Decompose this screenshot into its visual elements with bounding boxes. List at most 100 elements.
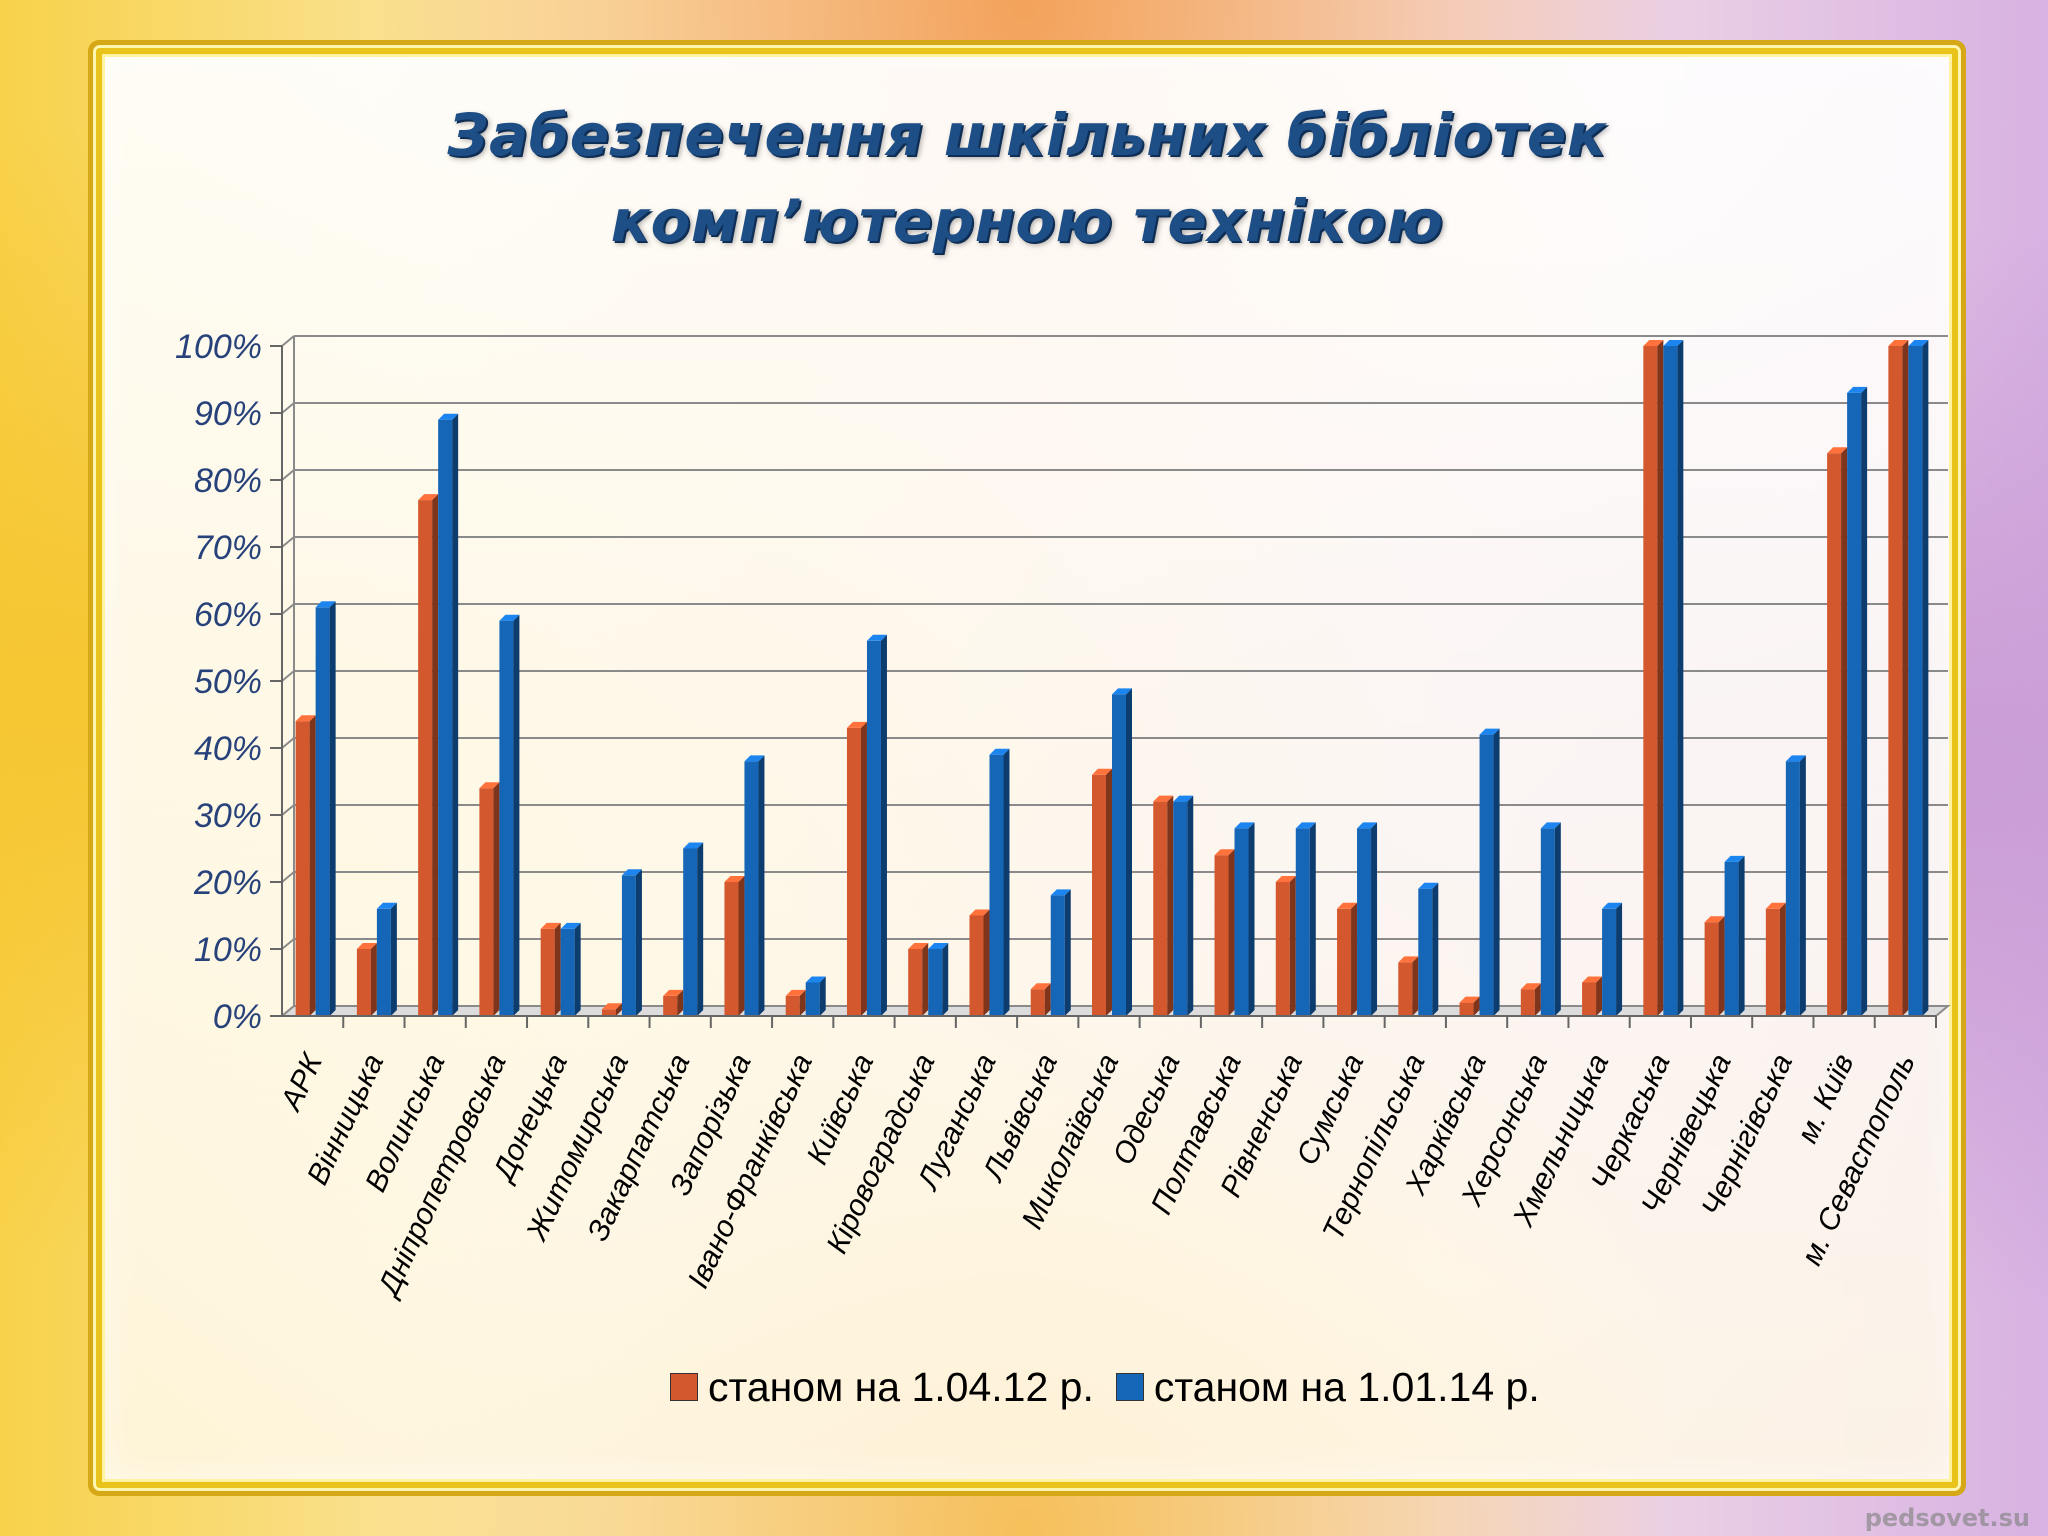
bar-top — [1092, 768, 1112, 775]
x-axis: АРКВінницькаВолинськаДніпропетровськаДон… — [274, 1015, 1937, 1303]
bar-front — [1030, 989, 1045, 1016]
bar-top — [663, 989, 684, 996]
bar-top — [479, 782, 500, 789]
bar-front — [1214, 855, 1229, 1016]
bar-top — [601, 1003, 622, 1010]
bar-2012 — [1214, 849, 1235, 1016]
y-tick-label: 0% — [213, 998, 262, 1036]
bar-top — [1050, 889, 1071, 896]
bar-side — [513, 614, 520, 1016]
bar-side — [1412, 956, 1419, 1016]
bar-top — [724, 876, 745, 882]
bar-front — [866, 640, 881, 1016]
gridline-side — [281, 402, 295, 414]
bar-side — [677, 989, 684, 1016]
bar-2012 — [1092, 768, 1112, 1016]
y-tick-label: 50% — [194, 663, 262, 701]
bar-top — [928, 943, 949, 949]
bar-front — [479, 788, 494, 1016]
bar-side — [1718, 916, 1725, 1016]
bar-side — [1187, 795, 1194, 1016]
bar-front — [1234, 828, 1249, 1016]
bar-front — [1827, 453, 1842, 1016]
bar-top — [1459, 996, 1480, 1003]
bar-side — [1064, 889, 1071, 1016]
bar-side — [1106, 768, 1112, 1016]
bar-side — [554, 922, 561, 1016]
bar-2014 — [1847, 386, 1868, 1016]
bar-2014 — [989, 748, 1010, 1016]
bar-side — [432, 494, 439, 1017]
bar-front — [540, 928, 555, 1016]
bar-front — [969, 915, 984, 1016]
bar-top — [1540, 822, 1561, 829]
bar-2014 — [805, 976, 826, 1016]
bar-side — [819, 976, 826, 1016]
bar-top — [1234, 822, 1255, 829]
y-tick-label: 40% — [194, 730, 262, 768]
bar-side — [1861, 386, 1868, 1016]
bar-side — [697, 842, 704, 1016]
bar-top — [540, 922, 561, 929]
bar-side — [942, 943, 949, 1016]
y-tick-label: 90% — [194, 395, 262, 433]
bar-2014 — [1479, 728, 1500, 1016]
bar-2012 — [1520, 983, 1541, 1016]
bar-side — [1493, 728, 1500, 1016]
bar-top — [1173, 795, 1194, 802]
bar-side — [615, 1003, 622, 1016]
legend-swatch-2014 — [1115, 1373, 1144, 1401]
bar-2012 — [1704, 916, 1725, 1016]
bar-side — [922, 943, 929, 1016]
bar-2014 — [376, 902, 397, 1016]
x-tick-label: АРК — [274, 1047, 330, 1117]
legend-label-2012: станом на 1.04.12 р. — [708, 1363, 1094, 1410]
bar-top — [1357, 822, 1378, 829]
bar-2012 — [1765, 902, 1786, 1016]
bar-2012 — [1643, 340, 1664, 1016]
bar-2012 — [785, 989, 806, 1016]
gridline-side — [281, 536, 295, 548]
bar-2014 — [928, 943, 949, 1016]
bar-2014 — [315, 601, 336, 1016]
bar-front — [908, 949, 923, 1016]
bar-front — [1520, 989, 1535, 1016]
bar-top — [1785, 755, 1806, 762]
bar-side — [452, 413, 459, 1016]
bar-front — [1785, 761, 1800, 1016]
bar-2012 — [1398, 956, 1419, 1016]
legend-item-2012: станом на 1.04.12 р. — [670, 1364, 1094, 1411]
bar-side — [1779, 902, 1786, 1016]
bar-side — [1554, 822, 1561, 1016]
x-tick-label: м. Київ — [1791, 1049, 1861, 1148]
y-tick-label: 20% — [193, 864, 262, 902]
bar-top — [785, 989, 806, 996]
bar-2014 — [1724, 855, 1745, 1016]
bar-2014 — [499, 614, 520, 1016]
bar-top — [1398, 956, 1419, 963]
bar-top — [1418, 882, 1439, 889]
bar-front — [560, 928, 575, 1016]
bar-2012 — [724, 876, 745, 1016]
bar-top — [438, 413, 459, 420]
bar-front — [1724, 861, 1739, 1016]
bar-side — [1677, 340, 1684, 1016]
bar-top — [1214, 849, 1235, 856]
bar-side — [1289, 876, 1296, 1016]
bar-2014 — [621, 869, 642, 1016]
bar-side — [1044, 983, 1051, 1016]
bar-top — [969, 909, 990, 916]
bar-side — [983, 909, 990, 1016]
bar-2012 — [1459, 996, 1480, 1016]
bar-top — [1888, 340, 1909, 346]
bar-side — [329, 601, 336, 1016]
bar-front — [1765, 908, 1780, 1016]
bar-top — [1275, 876, 1296, 882]
bar-side — [758, 755, 765, 1016]
bar-front — [356, 949, 371, 1016]
bar-front — [1337, 908, 1352, 1016]
bar-front — [1540, 828, 1555, 1016]
bar-top — [1847, 386, 1868, 393]
y-axis: 0% 10% 20% 30% 40% 50% 60% 70% 80% 90% 100% — [175, 328, 283, 1036]
bar-top — [1643, 340, 1664, 346]
